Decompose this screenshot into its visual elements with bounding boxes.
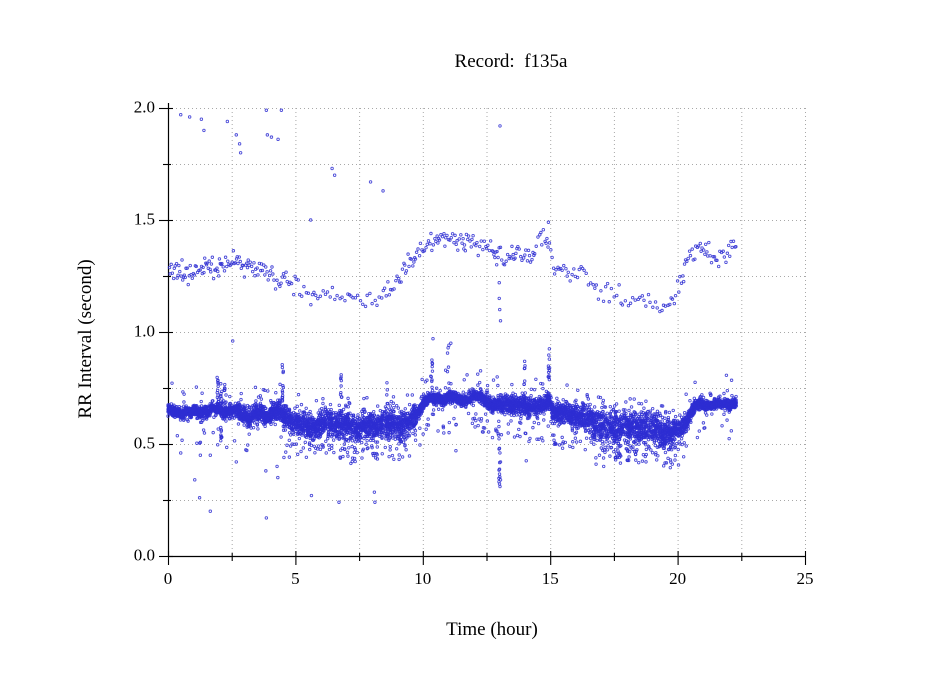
x-axis-label: Time (hour) — [446, 619, 538, 640]
y-axis-label: RR Interval (second) — [75, 259, 96, 419]
chart-title: Record: f135a — [454, 51, 568, 72]
